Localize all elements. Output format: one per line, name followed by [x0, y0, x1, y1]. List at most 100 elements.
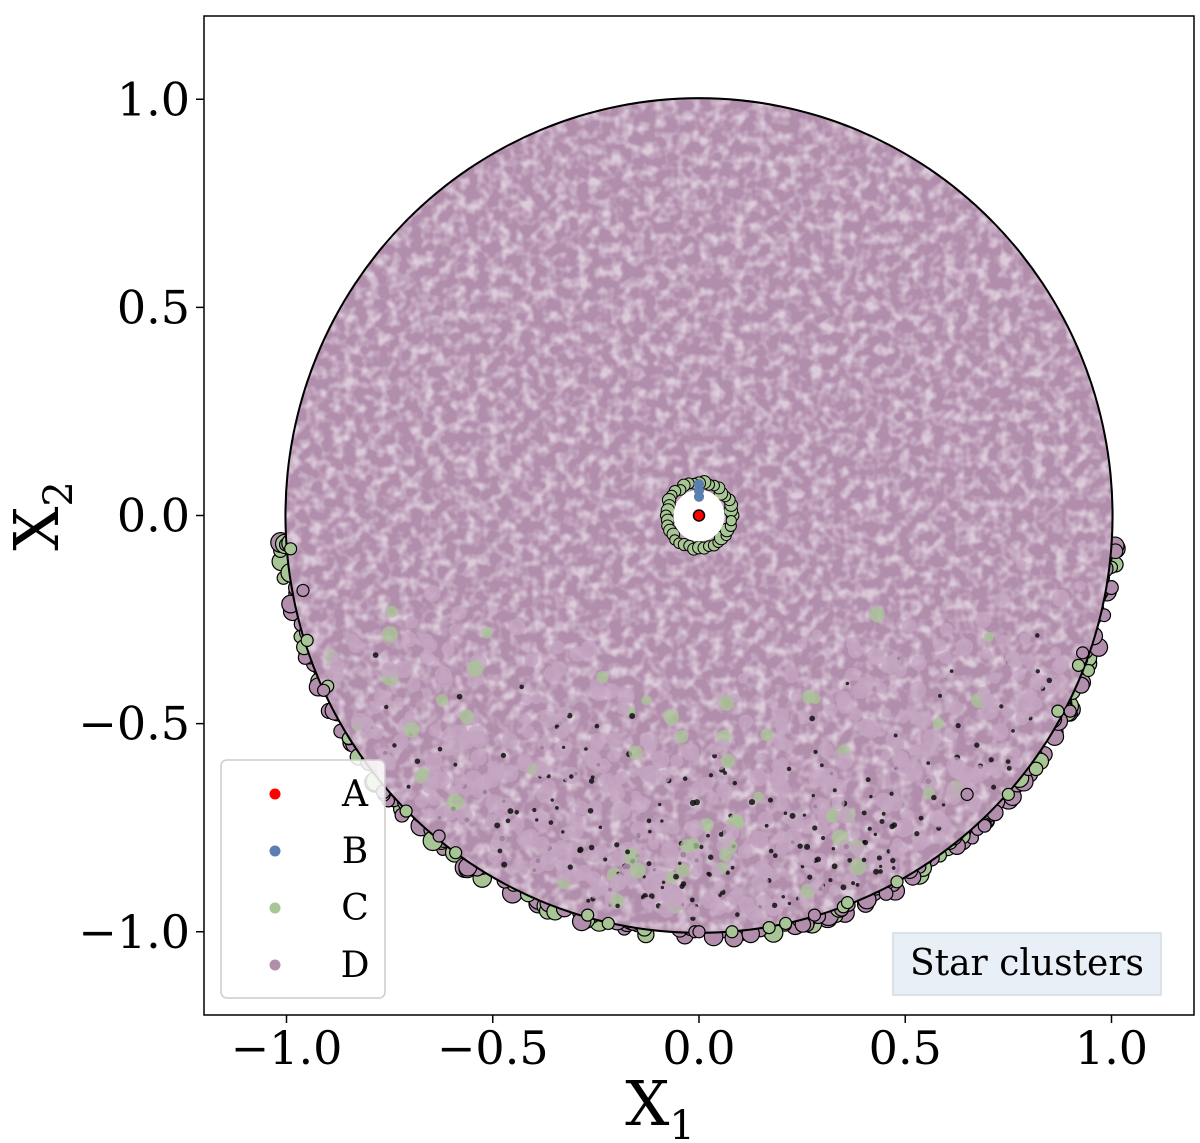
series-d-point	[641, 695, 652, 706]
series-c-point	[1071, 658, 1086, 672]
series-c-point	[284, 542, 298, 556]
series-d-point	[381, 626, 399, 643]
series-d-point	[848, 707, 863, 721]
series-d-point	[881, 707, 892, 718]
series-d-point	[445, 809, 458, 821]
series-d-point	[1076, 646, 1090, 660]
series-d-point	[991, 723, 1009, 741]
series-d-point	[435, 693, 449, 707]
series-c-point	[840, 896, 855, 910]
series-d-point	[644, 742, 657, 754]
series-c-point	[779, 916, 793, 931]
series-d-point	[317, 683, 331, 697]
fissure-mark	[869, 794, 873, 799]
fissure-mark	[679, 883, 685, 889]
fissure-mark	[494, 822, 501, 829]
fissure-mark	[878, 864, 883, 868]
fissure-mark	[862, 840, 866, 844]
series-c-point	[449, 846, 463, 860]
series-d-point	[690, 865, 704, 878]
series-d-point	[720, 753, 735, 768]
fissure-mark	[828, 878, 833, 883]
y-axis: 1.0 0.5 0.0 −0.5 −1.0	[78, 72, 204, 959]
fissure-mark	[768, 848, 774, 854]
series-d-point	[574, 800, 590, 816]
series-d-point	[867, 647, 885, 665]
series-d-point	[612, 802, 631, 820]
series-d-point	[404, 710, 415, 722]
series-d-point	[610, 893, 625, 908]
series-d-point	[909, 744, 920, 755]
legend-label-b: B	[342, 831, 368, 872]
x-axis-title: X1	[625, 1067, 695, 1143]
series-d-point	[419, 650, 434, 665]
series-b	[693, 479, 705, 502]
series-d-point	[708, 744, 720, 755]
series-d-point	[880, 801, 893, 814]
x-tick-label: 0.0	[662, 1021, 735, 1075]
fissure-mark	[718, 893, 722, 897]
series-d-point	[555, 726, 569, 740]
fissure-mark	[813, 749, 818, 754]
series-c-point	[1001, 787, 1015, 801]
series-d-point	[590, 685, 607, 701]
series-d-point	[566, 843, 582, 858]
series-d-point	[817, 742, 834, 758]
fissure-mark	[590, 775, 595, 780]
series-d-point	[849, 858, 867, 876]
series-c-point	[890, 875, 904, 889]
fissure-mark	[891, 866, 896, 870]
series-d-point	[948, 700, 963, 715]
fissure-mark	[865, 777, 871, 783]
fissure-mark	[797, 843, 803, 849]
fissure-mark	[661, 880, 666, 884]
series-c-point	[300, 633, 314, 647]
series-d-point	[470, 749, 487, 766]
series-d-point	[487, 764, 504, 781]
series-d-point	[590, 733, 606, 749]
series-d-point	[803, 853, 815, 866]
fissure-mark	[804, 843, 811, 850]
fissure-mark	[505, 818, 511, 824]
series-d-point	[296, 583, 310, 598]
fissure-mark	[437, 746, 443, 752]
series-d-point	[599, 773, 611, 786]
series-d-point	[651, 750, 670, 769]
series-d-point	[404, 722, 420, 738]
series-d-point	[551, 661, 567, 677]
series-d-point	[932, 717, 945, 730]
series-d-point	[555, 852, 573, 870]
series-d-point	[1029, 673, 1047, 691]
fissure-mark	[783, 811, 788, 815]
series-d-point	[902, 618, 917, 633]
fissure-mark	[646, 818, 652, 824]
fissure-mark	[873, 868, 880, 875]
series-d-point	[1019, 632, 1031, 644]
fissure-mark	[535, 818, 539, 822]
series-d-point	[914, 711, 932, 729]
fissure-mark	[392, 743, 397, 748]
series-d-point	[521, 724, 535, 738]
series-d-point	[609, 873, 627, 891]
series-d-point	[900, 809, 915, 823]
series-d-point	[754, 860, 770, 876]
fissure-mark	[406, 784, 411, 789]
series-d-point	[719, 848, 733, 862]
series-d-point	[467, 660, 484, 677]
series-d-point	[520, 693, 532, 704]
series-a	[692, 509, 706, 522]
series-d-point	[619, 687, 635, 704]
legend-marker-d	[269, 959, 281, 971]
series-d-point	[606, 731, 623, 748]
legend-marker-b	[269, 845, 281, 857]
series-d-point	[663, 709, 680, 725]
series-d-point	[1074, 580, 1086, 592]
series-d-point	[664, 885, 682, 903]
series-d-point	[457, 778, 476, 797]
y-tick-label: 1.0	[117, 72, 190, 126]
series-d-point	[737, 844, 753, 859]
fissure-mark	[673, 873, 679, 880]
fissure-mark	[550, 798, 554, 802]
series-d-point	[537, 737, 551, 751]
